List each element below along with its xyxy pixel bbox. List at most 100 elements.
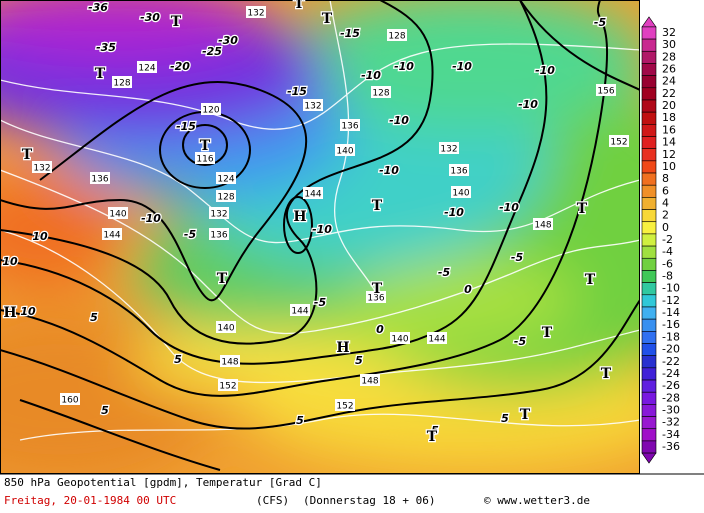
isotherms <box>0 0 640 441</box>
temperature-label: -36 <box>88 1 108 14</box>
contour-label: 128 <box>113 79 130 89</box>
temperature-label: -5 <box>594 16 607 29</box>
colorbar-label: 20 <box>662 99 676 112</box>
temperature-label: 10 <box>2 255 18 268</box>
colorbar-label: -10 <box>662 282 680 295</box>
contour-label-bg <box>387 29 407 41</box>
colorbar-label: -24 <box>662 367 680 380</box>
colorbar-label: -12 <box>662 294 680 307</box>
temperature-label: -5 <box>511 251 524 264</box>
contour-label-bg <box>108 207 128 219</box>
colorbar-label: 2 <box>662 209 669 222</box>
colorbar-label: 26 <box>662 63 676 76</box>
contour-label: 120 <box>202 106 219 116</box>
contour-label-bg <box>533 218 553 230</box>
contour-label: 144 <box>428 335 445 345</box>
temperature-label: 5 <box>90 311 98 324</box>
pressure-center: T <box>171 14 182 30</box>
contour-label: 140 <box>109 210 126 220</box>
contour-label-bg <box>340 119 360 131</box>
colorbar-label: 4 <box>662 196 669 209</box>
temperature-label: -10 <box>312 223 332 236</box>
pressure-center: T <box>22 147 33 163</box>
contour-label: 148 <box>221 358 238 368</box>
contour-label: 144 <box>291 307 308 317</box>
temperature-label: -30 <box>140 11 160 24</box>
temperature-label: -10 <box>518 98 538 111</box>
contour-label: 160 <box>61 396 78 406</box>
temperature-label: -35 <box>96 41 116 54</box>
pressure-center: H <box>336 340 349 356</box>
pressure-center: T <box>372 281 383 297</box>
contour-label-bg <box>220 355 240 367</box>
colorbar-label: 8 <box>662 172 669 185</box>
contour-label-bg <box>216 190 236 202</box>
map-labels: 128 124 120 116 124 128 132 136 140 144 136 132 140 1… <box>1 0 629 446</box>
contour-label-bg <box>427 332 447 344</box>
geopotential-contours <box>0 0 640 471</box>
contour-label: 132 <box>440 145 457 155</box>
colorbar-box <box>641 75 657 89</box>
contour-label-bg <box>303 187 323 199</box>
colorbar-label: -6 <box>662 257 673 270</box>
colorbar-box <box>641 184 657 198</box>
contour-label: 132 <box>210 210 227 220</box>
temperature-label: -5 <box>514 335 527 348</box>
contour-label: 140 <box>217 324 234 334</box>
temperature-label: 10 <box>20 305 36 318</box>
pressure-center: T <box>372 198 383 214</box>
temperature-label: -15 <box>176 120 196 133</box>
contour-label-bg <box>609 135 629 147</box>
temperature-label: -10 <box>141 212 161 225</box>
contour-label: 128 <box>388 32 405 42</box>
colorbar-label: 22 <box>662 87 676 100</box>
map-area <box>0 0 640 474</box>
contour-label: 136 <box>341 122 358 132</box>
colorbar-box <box>641 391 657 405</box>
temperature-label: 5 <box>101 404 109 417</box>
colorbar-box <box>641 63 657 76</box>
temperature-label: -10 <box>499 201 519 214</box>
contour-label: 148 <box>534 221 551 231</box>
colorbar-label: -28 <box>662 391 680 404</box>
colorbar-label: -30 <box>662 403 680 416</box>
colorbar-label: 12 <box>662 148 676 161</box>
colorbar-label: 18 <box>662 111 676 124</box>
contour-label-bg <box>246 6 266 18</box>
temperature-label: -10 <box>389 114 409 127</box>
colorbar-box <box>641 38 657 52</box>
colorbar-box <box>641 50 657 64</box>
colorbar-label: -22 <box>662 355 680 368</box>
contour-label: 132 <box>33 164 50 174</box>
colorbar-label: 14 <box>662 136 676 149</box>
contour-label-bg <box>201 103 221 115</box>
colorbar-box <box>641 233 657 247</box>
contour-label: 140 <box>452 189 469 199</box>
contour-label-bg <box>451 186 471 198</box>
contour-label-bg <box>32 161 52 173</box>
colorbar-label: 16 <box>662 123 676 136</box>
temperature-label: 0 <box>376 323 384 336</box>
temperature-label: 5 <box>174 353 182 366</box>
footer-model: (CFS) <box>256 494 289 507</box>
contour-label: 140 <box>391 335 408 345</box>
colorbar-box <box>641 87 657 101</box>
pressure-center: T <box>585 272 596 288</box>
colorbar-box <box>641 318 657 332</box>
footer-title: 850 hPa Geopotential [gpdm], Temperatur … <box>4 476 322 489</box>
contour-label-bg <box>102 228 122 240</box>
colorbar-box <box>641 136 657 149</box>
footer-date: Freitag, 20-01-1984 00 UTC <box>4 494 176 507</box>
contour-label-bg <box>596 84 616 96</box>
contour-label-bg <box>360 374 380 386</box>
colorbar-box <box>641 416 657 430</box>
colorbar-box <box>641 99 657 113</box>
pressure-center: T <box>200 138 211 154</box>
footer-copyright: © www.wetter3.de <box>484 494 590 507</box>
contour-label-bg <box>137 61 157 73</box>
colorbar-box <box>641 306 657 320</box>
colorbar-box <box>641 343 657 356</box>
temperature-label: -15 <box>287 85 307 98</box>
colorbar-label: 6 <box>662 184 669 197</box>
